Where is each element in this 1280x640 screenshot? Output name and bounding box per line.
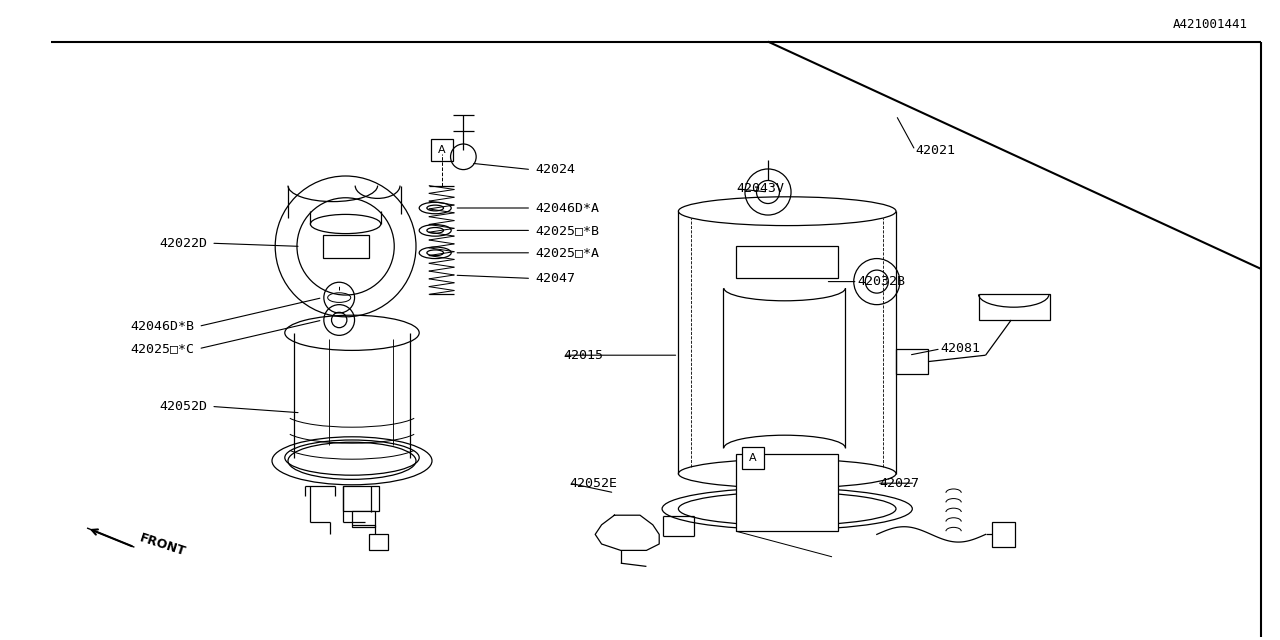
FancyBboxPatch shape: [369, 534, 388, 550]
FancyBboxPatch shape: [352, 511, 375, 527]
FancyBboxPatch shape: [323, 235, 369, 258]
FancyBboxPatch shape: [343, 486, 379, 511]
FancyBboxPatch shape: [736, 454, 838, 531]
Text: 42025□*B: 42025□*B: [535, 224, 599, 237]
Text: 42046D*B: 42046D*B: [131, 320, 195, 333]
Text: 42021: 42021: [915, 144, 955, 157]
Text: 42052E: 42052E: [570, 477, 618, 490]
Text: A421001441: A421001441: [1172, 18, 1248, 31]
Text: 42081: 42081: [941, 342, 980, 355]
Text: 42032B: 42032B: [858, 275, 906, 288]
FancyBboxPatch shape: [979, 294, 1050, 320]
Text: 42027: 42027: [879, 477, 919, 490]
FancyBboxPatch shape: [741, 447, 764, 468]
Text: A: A: [438, 145, 445, 156]
FancyBboxPatch shape: [992, 522, 1015, 547]
Text: 42052D: 42052D: [160, 400, 207, 413]
FancyBboxPatch shape: [430, 140, 453, 161]
Text: 42043V: 42043V: [736, 182, 783, 195]
Text: 42024: 42024: [535, 163, 575, 176]
Text: FRONT: FRONT: [138, 532, 188, 559]
Text: 42047: 42047: [535, 272, 575, 285]
Text: 42015: 42015: [563, 349, 603, 362]
FancyBboxPatch shape: [736, 246, 838, 278]
FancyBboxPatch shape: [896, 349, 928, 374]
Text: 42022D: 42022D: [160, 237, 207, 250]
Text: 42025□*C: 42025□*C: [131, 342, 195, 355]
Text: 42025□*A: 42025□*A: [535, 246, 599, 259]
Text: A: A: [749, 452, 756, 463]
Text: 42046D*A: 42046D*A: [535, 202, 599, 214]
